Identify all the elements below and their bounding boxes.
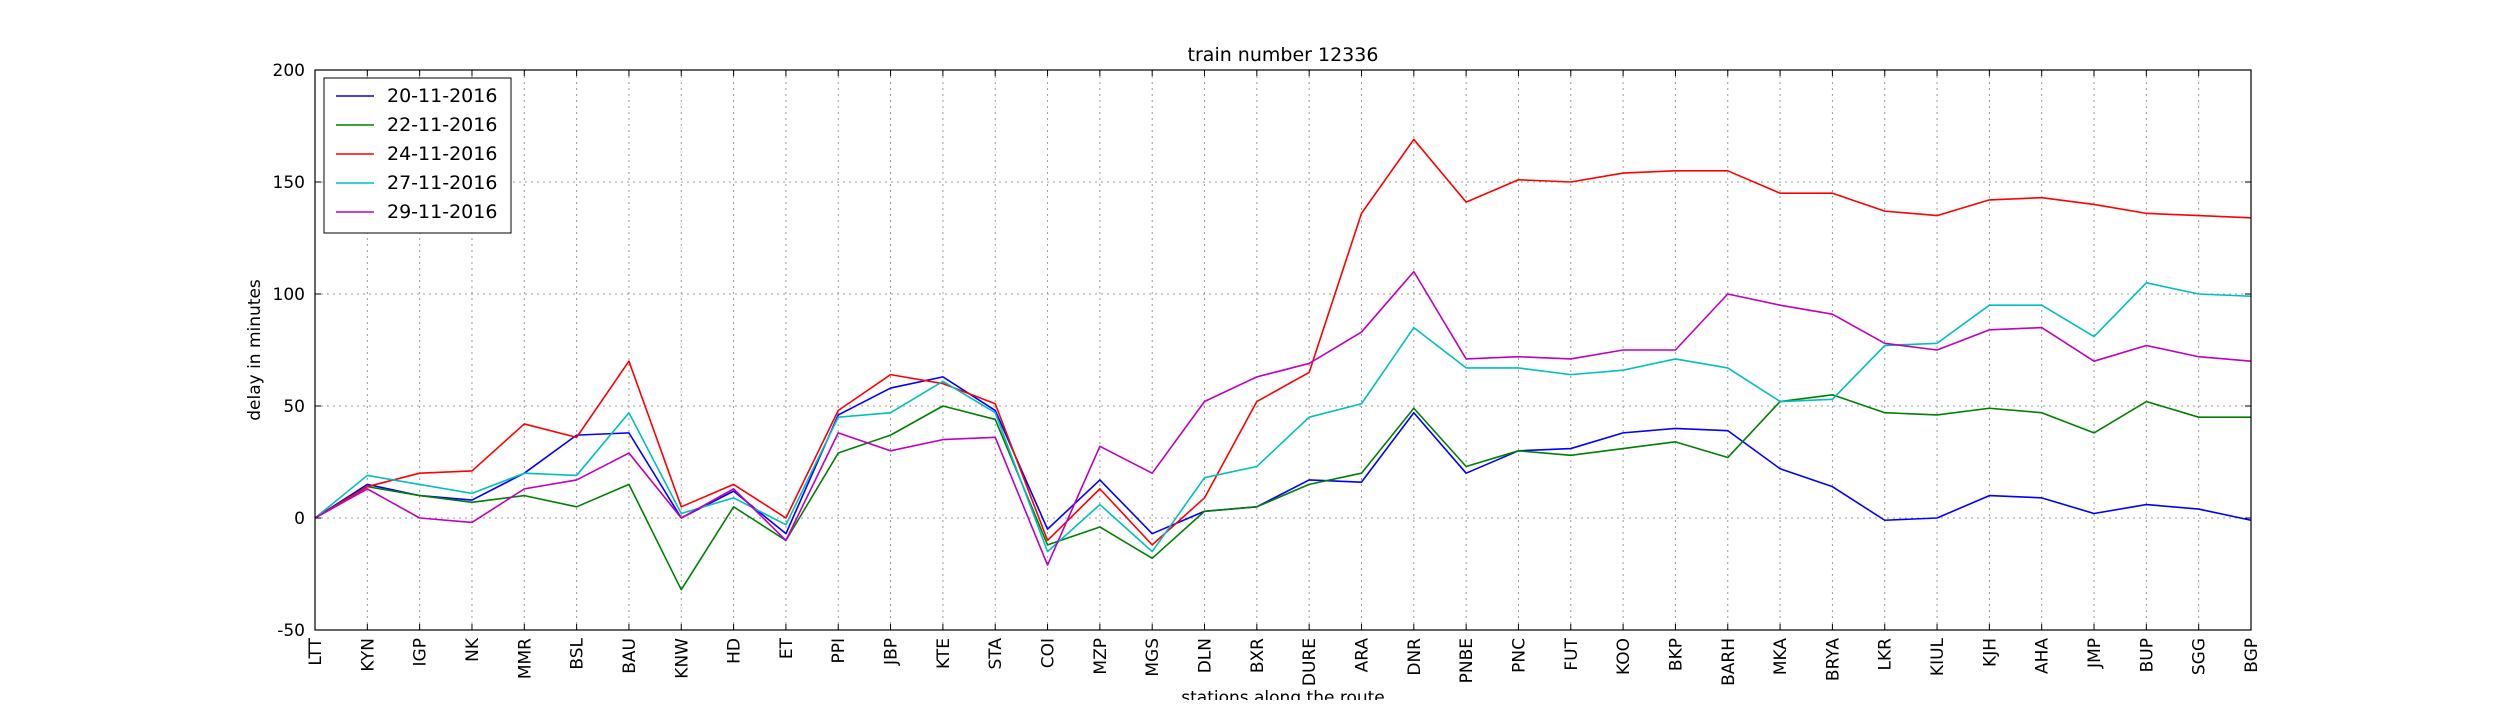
legend-label: 24-11-2016: [387, 143, 497, 165]
x-tick-label: LKR: [1876, 638, 1896, 671]
series-line-22-11-2016: [314, 393, 2251, 591]
x-tick-label: HD: [725, 638, 745, 664]
x-tick-label: COI: [1039, 638, 1059, 668]
x-tick-label: MGS: [1143, 638, 1163, 677]
x-tick-label: DLN: [1196, 638, 1216, 673]
grid-lines: [314, 69, 2252, 631]
x-tick-label: PPI: [829, 638, 849, 664]
y-tick-label: -50: [277, 621, 305, 641]
x-axis-label: stations along the route: [1181, 688, 1385, 700]
x-tick-label: JMP: [2085, 638, 2105, 669]
x-tick-label: BAU: [620, 638, 640, 674]
y-tick-label: 150: [273, 173, 305, 193]
series-line-24-11-2016: [314, 138, 2252, 546]
x-tick-label: BGP: [2242, 638, 2262, 673]
axes: LTT KYN IGP NK MMR BSL BAU KNW HD ET PPI JBP KTE STA C…: [273, 61, 2262, 686]
x-tick-label: KJH: [1980, 638, 2000, 667]
series-lines: [314, 138, 2252, 591]
x-tick-label: DNR: [1405, 638, 1425, 676]
x-tick-label: MMR: [515, 638, 535, 679]
legend-box: [323, 77, 512, 234]
x-tick-label: ET: [777, 637, 797, 659]
x-tick-label: PNC: [1509, 638, 1529, 673]
x-tick-label: BSL: [568, 637, 588, 669]
x-tick-label: DURE: [1300, 638, 1320, 686]
y-axis-label: delay in minutes: [245, 279, 265, 421]
x-tick-label: BKP: [1666, 638, 1686, 671]
x-tick-label: IGP: [411, 638, 431, 666]
x-tick-label: KOO: [1614, 638, 1634, 675]
x-tick-label: BXR: [1248, 638, 1268, 673]
x-tick-label: KYN: [358, 638, 378, 672]
y-tick-label: 200: [273, 61, 305, 81]
x-tick-label: BARH: [1719, 638, 1739, 686]
y-tick-label: 100: [273, 285, 305, 305]
legend-label: 29-11-2016: [387, 201, 497, 223]
x-tick-label: BUP: [2137, 638, 2157, 672]
x-tick-label: AHA: [2033, 638, 2053, 674]
legend-label: 27-11-2016: [387, 172, 497, 194]
x-tick-label: PNBE: [1457, 638, 1477, 683]
chart-title: train number 12336: [1188, 44, 1379, 66]
x-tick-label: KTE: [934, 638, 954, 669]
x-tick-label: MZP: [1091, 638, 1111, 675]
legend: 20-11-2016 22-11-2016 24-11-2016 27-11-2016…: [323, 77, 512, 234]
y-tick-label: 50: [283, 397, 305, 417]
legend-label: 22-11-2016: [387, 114, 497, 136]
x-tick-label: STA: [986, 638, 1006, 670]
y-tick-label: 0: [294, 509, 305, 529]
x-tick-label: MKA: [1771, 638, 1791, 676]
x-tick-label: SGG: [2190, 638, 2210, 675]
legend-label: 20-11-2016: [387, 85, 497, 107]
series-line-29-11-2016: [314, 270, 2252, 566]
x-tick-label: NK: [463, 637, 483, 662]
x-tick-label: FUT: [1562, 637, 1582, 670]
x-tick-label: ARA: [1352, 638, 1372, 673]
x-tick-label: BRYA: [1823, 638, 1843, 681]
plot-frame: [314, 69, 2252, 631]
x-tick-label: KNW: [672, 638, 692, 679]
x-tick-label: KIUL: [1928, 637, 1948, 676]
x-tick-label: LTT: [306, 637, 326, 665]
series-line-20-11-2016: [314, 376, 2252, 535]
series-line-27-11-2016: [314, 281, 2252, 553]
x-tick-label: JBP: [882, 638, 902, 666]
